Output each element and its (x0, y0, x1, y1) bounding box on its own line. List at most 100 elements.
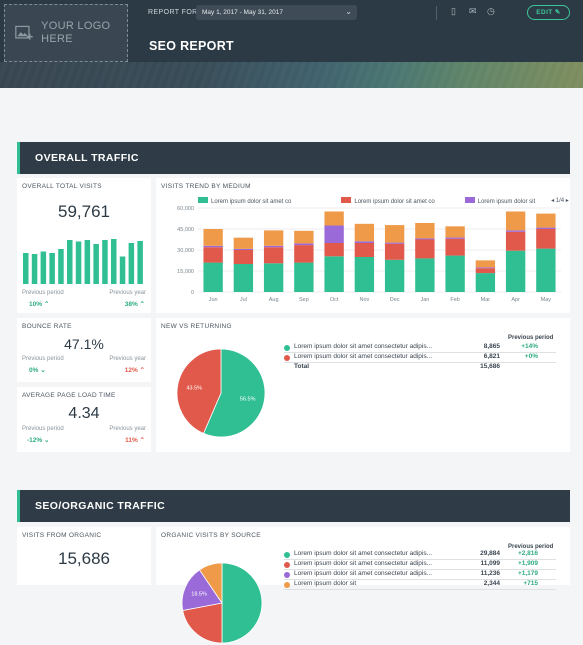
bar-segment (203, 229, 223, 246)
bar-segment (475, 260, 496, 268)
bar-segment (203, 262, 223, 292)
report-for-label: REPORT FOR (148, 9, 198, 16)
bar-segment (384, 243, 405, 260)
load-time-value: 4.34 (68, 405, 100, 422)
legend-item[interactable]: Lorem ipsum dolor sit amet co (341, 197, 435, 205)
report-header: YOUR LOGO HERE REPORT FOR May 1, 2017 - … (0, 0, 583, 88)
organic-source-pie: 18.5% (181, 562, 263, 644)
organic-visits-card: VISITS FROM ORGANIC 15,686 (17, 527, 151, 585)
x-tick-label: Apr (511, 297, 520, 303)
bar-segment (384, 259, 405, 292)
pie-slice (221, 562, 263, 644)
organic-source-card: ORGANIC VISITS BY SOURCE 18.5% Previous … (156, 527, 570, 644)
date-range-select[interactable]: May 1, 2017 - May 31, 2017 ⌄ (196, 5, 357, 20)
table-row: Lorem ipsum dolor sit amet consectetur a… (284, 560, 556, 570)
bar-segment (324, 243, 344, 257)
bar-segment (475, 268, 496, 274)
new-vs-returning-pie: 56.5% 43.5% (176, 348, 266, 438)
bar-segment (324, 211, 344, 226)
prev-year-change: 38% ⌃ (124, 301, 145, 308)
bar-segment (354, 243, 375, 257)
card-label: BOUNCE RATE (22, 323, 72, 330)
section-seo-traffic: SEO/ORGANIC TRAFFIC (17, 490, 570, 522)
visits-trend-chart: 0 15,000 30,000 45,000 60,000 Jun Jul Aug Sep Oct… (177, 206, 561, 303)
source-table: Lorem ipsum dolor sit amet consectetur a… (284, 550, 556, 590)
edit-button[interactable]: EDIT ✎ (527, 5, 570, 20)
chevron-down-icon: ⌄ (40, 367, 46, 374)
spark-bar (93, 244, 99, 284)
slice-label: 43.5% (186, 385, 202, 391)
prev-period-label: Previous period (22, 356, 64, 362)
card-label: VISITS FROM ORGANIC (22, 532, 102, 539)
bar-segment (445, 237, 465, 239)
total-visits-value: 59,761 (58, 202, 110, 221)
pdf-icon[interactable]: ▯ (451, 6, 456, 16)
prev-period-label: Previous period (22, 290, 64, 296)
page-title: SEO REPORT (149, 39, 234, 53)
x-tick-label: May (541, 297, 552, 303)
table-row: Lorem ipsum dolor sit amet consectetur a… (284, 343, 556, 353)
bar-segment (294, 230, 314, 244)
prev-period-header: Previous period (508, 544, 554, 550)
pie-slice (176, 348, 222, 434)
load-time-card: AVERAGE PAGE LOAD TIME 4.34 Previous per… (17, 387, 151, 452)
bar-segment (233, 264, 254, 292)
prev-period-change: 0% ⌄ (29, 367, 46, 374)
x-tick-label: Jun (209, 297, 218, 303)
clock-icon[interactable]: ◷ (487, 6, 495, 16)
bar-segment (203, 245, 223, 248)
bar-segment (536, 248, 556, 292)
prev-period-change: -12% ⌄ (27, 437, 50, 444)
bar-segment (384, 225, 405, 243)
legend-pager[interactable]: ◂ 1/4 ▸ (551, 198, 569, 204)
spark-bar (58, 249, 64, 284)
table-row: Lorem ipsum dolor sit amet consectetur a… (284, 353, 556, 363)
prev-period-header: Previous period (508, 335, 554, 341)
table-total: Total 15,686 (294, 363, 500, 370)
bar-segment (475, 267, 496, 269)
slice-label: 18.5% (191, 592, 207, 598)
bar-segment (354, 223, 375, 242)
prev-year-change: 11% ⌃ (125, 437, 145, 444)
email-icon[interactable]: ✉ (469, 6, 477, 16)
table-row: Lorem ipsum dolor sit amet consectetur a… (284, 570, 556, 580)
bar-segment (233, 248, 254, 250)
bar-segment (505, 230, 526, 232)
pie-slice (202, 348, 266, 438)
organic-visits-value: 15,686 (58, 549, 110, 568)
prev-period-change: 10% ⌃ (29, 301, 50, 308)
y-tick-label: 15,000 (177, 269, 194, 275)
prev-period-label: Previous period (22, 426, 64, 432)
new-vs-returning-card: NEW VS RETURNING 56.5% 43.5% Previous per… (156, 318, 570, 452)
prev-year-label: Previous year (109, 426, 146, 432)
spark-bar (102, 240, 108, 284)
chevron-down-icon: ⌄ (44, 437, 50, 444)
bar-segment (263, 263, 284, 292)
spark-bar (119, 256, 126, 284)
card-label: AVERAGE PAGE LOAD TIME (22, 392, 116, 399)
logo-placeholder[interactable]: YOUR LOGO HERE (4, 4, 128, 62)
bar-segment (354, 257, 375, 292)
bar-segment (445, 226, 465, 238)
bar-segment (415, 222, 435, 239)
nvr-table: Lorem ipsum dolor sit amet consectetur a… (284, 343, 556, 373)
x-tick-label: Feb (450, 297, 459, 303)
x-tick-label: Jul (240, 297, 247, 303)
card-label: OVERALL TOTAL VISITS (22, 183, 102, 190)
image-add-icon (15, 25, 33, 40)
bar-segment (294, 262, 314, 292)
x-tick-label: Nov (359, 297, 369, 303)
bar-segment (324, 225, 344, 243)
slice-label: 56.5% (240, 397, 256, 403)
bounce-rate-card: BOUNCE RATE 47.1% Previous period Previo… (17, 318, 151, 382)
spark-bar (128, 243, 135, 284)
bar-segment (203, 247, 223, 263)
bar-segment (324, 256, 344, 292)
legend-item[interactable]: Lorem ipsum dolor sit amet co (198, 197, 291, 205)
bar-segment (263, 230, 284, 246)
legend-item[interactable]: Lorem ipsum dolor sit (464, 197, 535, 205)
bar-segment (536, 213, 556, 228)
visits-trend-card: VISITS TREND BY MEDIUM Lorem ipsum dolor… (156, 178, 570, 313)
x-tick-label: Dec (390, 297, 400, 303)
table-row: Lorem ipsum dolor sit 2,344 +715 (284, 580, 556, 590)
